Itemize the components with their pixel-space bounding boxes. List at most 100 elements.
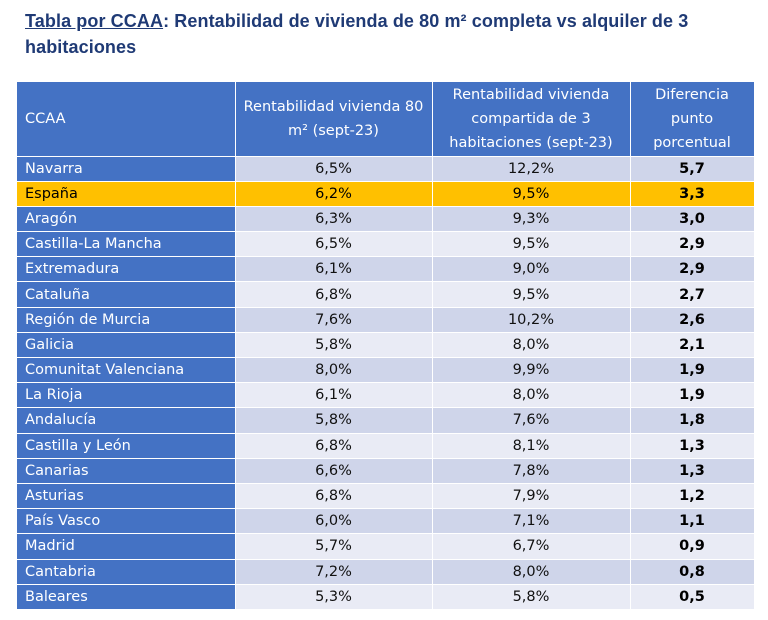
- header-rentabilidad-compartida: Rentabilidad vivienda compartida de 3 ha…: [432, 82, 631, 156]
- cell-rentabilidad-compartida: 8,0%: [432, 558, 631, 585]
- cell-diferencia: 0,8: [630, 558, 755, 585]
- cell-diferencia: 0,9: [630, 533, 755, 559]
- cell-rentabilidad-completa: 5,7%: [235, 533, 433, 559]
- cell-rentabilidad-completa: 6,3%: [235, 205, 433, 232]
- table-row: Extremadura 6,1% 9,0% 2,9: [17, 256, 755, 282]
- table-row: Aragón 6,3% 9,3% 3,0: [17, 205, 755, 232]
- title-prefix: Tabla por CCAA: [25, 11, 164, 31]
- cell-diferencia: 2,9: [630, 256, 755, 282]
- cell-rentabilidad-compartida: 9,9%: [432, 356, 631, 383]
- cell-rentabilidad-completa: 7,6%: [235, 306, 433, 333]
- cell-rentabilidad-compartida: 7,1%: [432, 508, 631, 534]
- cell-diferencia: 3,0: [630, 205, 755, 232]
- cell-rentabilidad-completa: 6,8%: [235, 281, 433, 308]
- cell-rentabilidad-compartida: 9,5%: [432, 231, 631, 257]
- cell-diferencia: 1,8: [630, 407, 755, 434]
- cell-ccaa: Asturias: [17, 482, 236, 509]
- cell-rentabilidad-compartida: 6,7%: [432, 533, 631, 559]
- cell-ccaa: Cataluña: [17, 281, 236, 308]
- cell-diferencia: 1,9: [630, 356, 755, 383]
- header-diferencia: Diferencia punto porcentual: [630, 82, 755, 156]
- cell-rentabilidad-compartida: 7,8%: [432, 457, 631, 484]
- cell-diferencia: 3,3: [630, 180, 755, 207]
- cell-diferencia: 1,2: [630, 482, 755, 509]
- cell-ccaa: Galicia: [17, 331, 236, 358]
- cell-ccaa: Madrid: [17, 533, 236, 559]
- cell-ccaa: Extremadura: [17, 256, 236, 282]
- cell-rentabilidad-compartida: 9,0%: [432, 256, 631, 282]
- cell-rentabilidad-completa: 5,8%: [235, 407, 433, 434]
- cell-diferencia: 1,1: [630, 508, 755, 534]
- cell-rentabilidad-completa: 6,8%: [235, 482, 433, 509]
- table-row: Comunitat Valenciana 8,0% 9,9% 1,9: [17, 356, 755, 383]
- cell-rentabilidad-completa: 5,8%: [235, 331, 433, 358]
- cell-diferencia: 2,1: [630, 331, 755, 358]
- cell-rentabilidad-completa: 6,8%: [235, 432, 433, 459]
- cell-rentabilidad-completa: 6,0%: [235, 508, 433, 534]
- cell-ccaa: Cantabria: [17, 558, 236, 585]
- cell-rentabilidad-completa: 8,0%: [235, 356, 433, 383]
- cell-rentabilidad-completa: 5,3%: [235, 583, 433, 610]
- title-text: : Rentabilidad de vivienda de 80 m² comp…: [25, 11, 689, 57]
- cell-ccaa: Región de Murcia: [17, 306, 236, 333]
- table-row: Castilla y León 6,8% 8,1% 1,3: [17, 432, 755, 459]
- cell-rentabilidad-completa: 6,5%: [235, 231, 433, 257]
- table-row: Baleares 5,3% 5,8% 0,5: [17, 583, 755, 610]
- table-body: Navarra 6,5% 12,2% 5,7 España 6,2% 9,5% 3,3 Arag…: [17, 155, 755, 610]
- cell-ccaa: La Rioja: [17, 382, 236, 408]
- cell-diferencia: 2,7: [630, 281, 755, 308]
- table-row: País Vasco 6,0% 7,1% 1,1: [17, 508, 755, 534]
- cell-rentabilidad-completa: 6,1%: [235, 382, 433, 408]
- cell-rentabilidad-completa: 6,2%: [235, 180, 433, 207]
- cell-ccaa: España: [17, 180, 236, 207]
- cell-rentabilidad-compartida: 8,0%: [432, 382, 631, 408]
- table-row: Región de Murcia 7,6% 10,2% 2,6: [17, 306, 755, 333]
- cell-ccaa: Andalucía: [17, 407, 236, 434]
- cell-rentabilidad-completa: 6,5%: [235, 155, 433, 182]
- page-title: Tabla por CCAA: Rentabilidad de vivienda…: [25, 8, 760, 60]
- cell-ccaa: Aragón: [17, 205, 236, 232]
- cell-rentabilidad-compartida: 7,6%: [432, 407, 631, 434]
- table-header-row: CCAA Rentabilidad vivienda 80 m² (sept-2…: [17, 82, 755, 156]
- cell-diferencia: 5,7: [630, 155, 755, 182]
- table-row: Cataluña 6,8% 9,5% 2,7: [17, 281, 755, 308]
- table-row: Galicia 5,8% 8,0% 2,1: [17, 331, 755, 358]
- table-row: Castilla-La Mancha 6,5% 9,5% 2,9: [17, 231, 755, 257]
- cell-ccaa: Comunitat Valenciana: [17, 356, 236, 383]
- table-row: La Rioja 6,1% 8,0% 1,9: [17, 382, 755, 408]
- cell-rentabilidad-compartida: 7,9%: [432, 482, 631, 509]
- cell-rentabilidad-compartida: 10,2%: [432, 306, 631, 333]
- cell-diferencia: 2,9: [630, 231, 755, 257]
- cell-ccaa: Castilla-La Mancha: [17, 231, 236, 257]
- cell-ccaa: Castilla y León: [17, 432, 236, 459]
- cell-ccaa: Navarra: [17, 155, 236, 182]
- cell-ccaa: Canarias: [17, 457, 236, 484]
- table-row: España 6,2% 9,5% 3,3: [17, 180, 755, 207]
- cell-ccaa: Baleares: [17, 583, 236, 610]
- cell-rentabilidad-compartida: 9,5%: [432, 180, 631, 207]
- cell-rentabilidad-compartida: 8,0%: [432, 331, 631, 358]
- table-row: Cantabria 7,2% 8,0% 0,8: [17, 558, 755, 585]
- header-rentabilidad-completa: Rentabilidad vivienda 80 m² (sept-23): [235, 82, 433, 156]
- table-row: Navarra 6,5% 12,2% 5,7: [17, 155, 755, 182]
- table-row: Canarias 6,6% 7,8% 1,3: [17, 457, 755, 484]
- table-row: Andalucía 5,8% 7,6% 1,8: [17, 407, 755, 434]
- cell-diferencia: 1,3: [630, 457, 755, 484]
- table-row: Madrid 5,7% 6,7% 0,9: [17, 533, 755, 559]
- cell-rentabilidad-completa: 7,2%: [235, 558, 433, 585]
- cell-ccaa: País Vasco: [17, 508, 236, 534]
- cell-rentabilidad-completa: 6,6%: [235, 457, 433, 484]
- table-row: Asturias 6,8% 7,9% 1,2: [17, 482, 755, 509]
- cell-rentabilidad-compartida: 12,2%: [432, 155, 631, 182]
- cell-diferencia: 1,9: [630, 382, 755, 408]
- cell-rentabilidad-compartida: 5,8%: [432, 583, 631, 610]
- cell-diferencia: 1,3: [630, 432, 755, 459]
- ccaa-table: CCAA Rentabilidad vivienda 80 m² (sept-2…: [17, 82, 755, 610]
- cell-rentabilidad-completa: 6,1%: [235, 256, 433, 282]
- cell-rentabilidad-compartida: 8,1%: [432, 432, 631, 459]
- header-ccaa: CCAA: [17, 82, 236, 156]
- cell-diferencia: 2,6: [630, 306, 755, 333]
- cell-rentabilidad-compartida: 9,3%: [432, 205, 631, 232]
- cell-diferencia: 0,5: [630, 583, 755, 610]
- cell-rentabilidad-compartida: 9,5%: [432, 281, 631, 308]
